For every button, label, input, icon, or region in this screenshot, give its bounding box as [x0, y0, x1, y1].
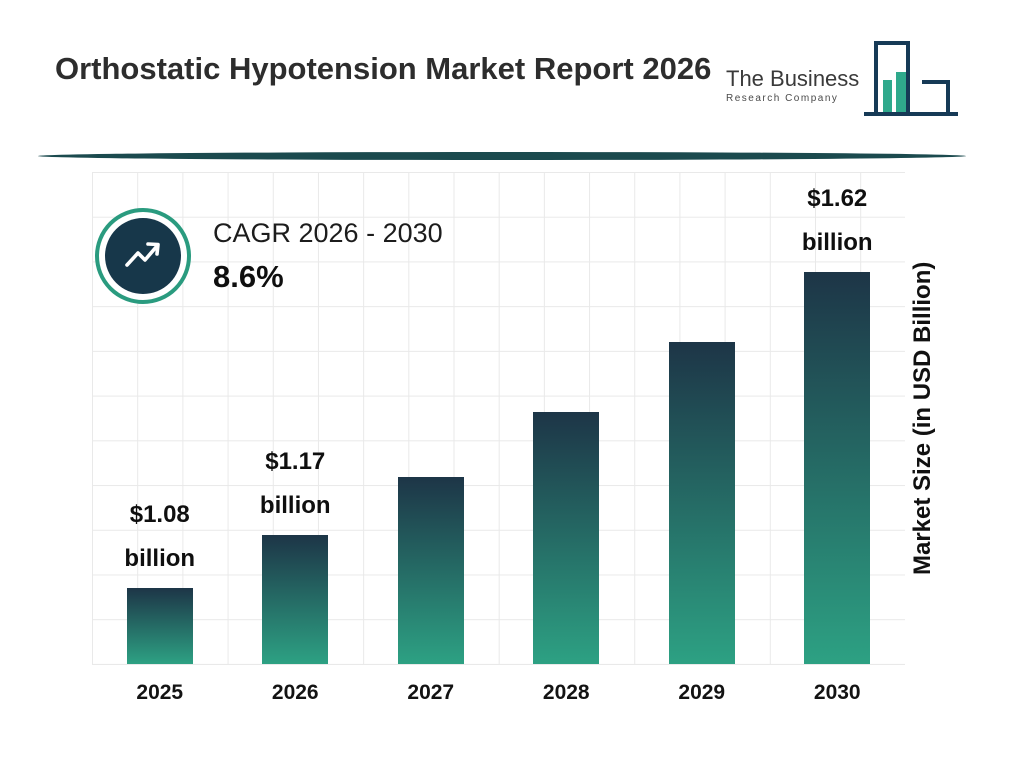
- bar-value-amount: $1.08: [129, 500, 190, 528]
- bar-value-unit: billion: [259, 492, 331, 520]
- bar-2026: [262, 535, 329, 664]
- x-axis-labels: 2025 2026 2027 2028 2029 2030: [92, 681, 905, 705]
- bar-column-2025: $1.08 billion: [92, 172, 228, 664]
- cagr-badge-circle: [105, 218, 181, 294]
- bar-2030: [804, 271, 871, 664]
- cagr-value: 8.6%: [213, 258, 284, 294]
- page-title: Orthostatic Hypotension Market Report 20…: [55, 51, 712, 86]
- logo-bar-chart-icon: [864, 41, 958, 116]
- cagr-label: CAGR 2026 - 2030: [213, 218, 443, 249]
- bar-value-amount: $1.17: [265, 448, 326, 476]
- x-axis-label-2025: 2025: [136, 681, 184, 704]
- bar-value-label: $1.62 billion: [802, 177, 873, 265]
- bar-value-amount: $1.62: [807, 184, 868, 212]
- bars-container: $1.08 billion $1.17 billion $1.62 billion: [92, 172, 905, 664]
- bar-value-label: $1.08 billion: [124, 493, 195, 581]
- company-logo: The Business Research Company: [726, 38, 966, 124]
- bar-2025: [126, 587, 193, 664]
- divider-line: [38, 152, 966, 160]
- x-axis-label-2028: 2028: [542, 681, 590, 704]
- logo-tagline: Research Company: [726, 93, 839, 104]
- bar-column-2030: $1.62 billion: [770, 172, 906, 664]
- logo-text: The Business Research Company: [726, 66, 859, 104]
- chart-plot-area: $1.08 billion $1.17 billion $1.62 billion: [92, 172, 905, 665]
- cagr-text: CAGR 2026 - 2030 8.6%: [213, 217, 443, 294]
- bar-value-unit: billion: [124, 544, 196, 572]
- bar-2029: [668, 341, 735, 664]
- bar-2028: [533, 412, 600, 664]
- x-axis-label-2030: 2030: [813, 681, 861, 704]
- logo-name: The Business: [726, 66, 860, 91]
- bar-column-2027: [363, 172, 499, 664]
- cagr-badge: [95, 208, 191, 304]
- y-axis-label: Market Size (in USD Billion): [909, 261, 936, 575]
- x-axis-label-2029: 2029: [678, 681, 726, 704]
- trend-up-arrow-icon: [125, 242, 160, 267]
- x-axis-label-2026: 2026: [271, 681, 319, 704]
- bar-column-2028: [499, 172, 635, 664]
- bar-column-2026: $1.17 billion: [228, 172, 364, 664]
- bar-2027: [397, 476, 464, 664]
- x-axis-label-2027: 2027: [407, 681, 455, 704]
- bar-value-label: $1.17 billion: [260, 440, 331, 528]
- cagr-callout: CAGR 2026 - 2030 8.6%: [95, 208, 443, 304]
- bar-column-2029: [634, 172, 770, 664]
- bar-value-unit: billion: [801, 228, 873, 256]
